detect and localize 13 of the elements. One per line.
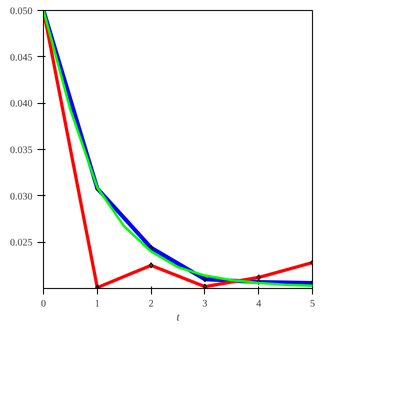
x-tick-label: 1 [94, 298, 100, 310]
y-tick-label: 0.050 [10, 6, 32, 17]
y-tick-label: 0.035 [10, 145, 32, 156]
x-tick-label: 4 [256, 298, 262, 310]
y-tick-label: 0.040 [10, 98, 32, 110]
y-tick-label: 0.025 [10, 238, 32, 249]
x-tick-label: 5 [310, 298, 315, 310]
y-tick-label: 0.030 [10, 191, 32, 202]
x-tick-label: 2 [148, 298, 154, 310]
x-tick-label: 0 [41, 298, 46, 310]
x-axis-title: t [176, 312, 180, 324]
y-tick-label: 0.045 [10, 52, 32, 64]
x-tick-label: 3 [202, 298, 208, 310]
